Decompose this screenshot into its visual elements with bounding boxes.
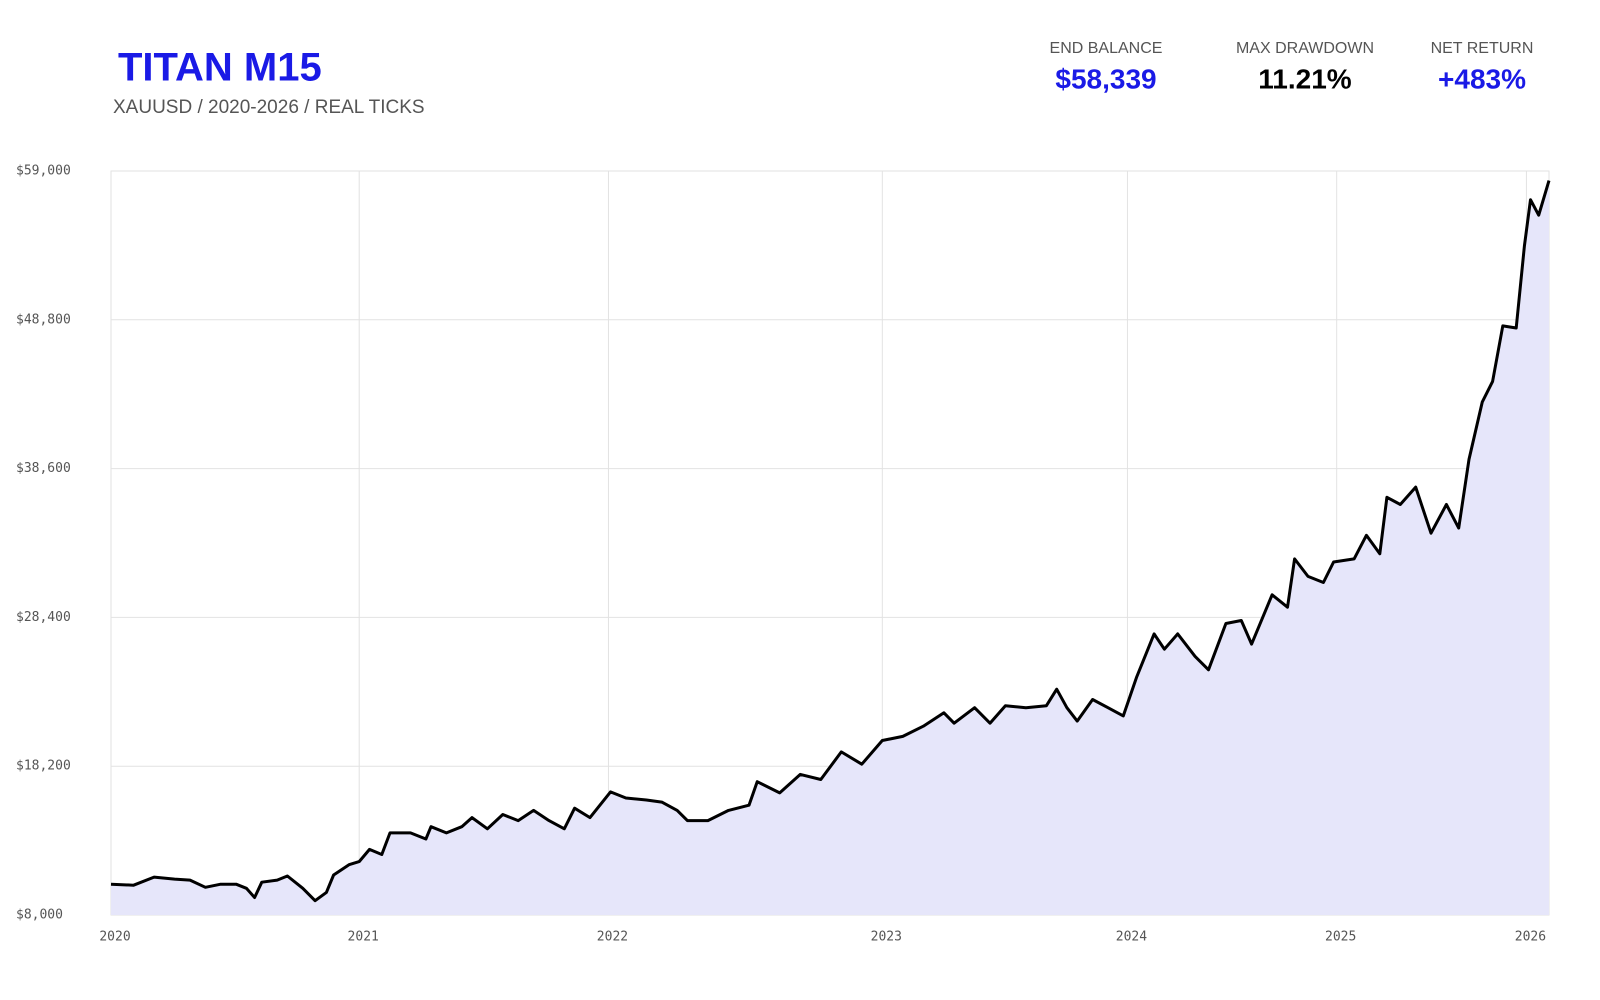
equity-line — [110, 180, 1551, 903]
title: TITAN M15 — [118, 46, 322, 90]
x-tick-label: 2024 — [1116, 930, 1147, 945]
y-tick-label: $18,200 — [16, 759, 71, 774]
stat-label: MAX DRAWDOWN — [1236, 40, 1374, 57]
y-tick-label: $59,000 — [16, 164, 71, 179]
x-tick-label: 2022 — [597, 930, 628, 945]
stats: END BALANCE $58,339 MAX DRAWDOWN 11.21% NET … — [1050, 40, 1534, 94]
x-tick-label: 2020 — [99, 930, 130, 945]
stat-value: 11.21% — [1258, 63, 1352, 94]
x-tick-label: 2026 — [1515, 930, 1546, 945]
equity-area — [111, 180, 1549, 916]
y-tick-label: $8,000 — [16, 908, 63, 923]
stat-value: +483% — [1438, 63, 1526, 94]
x-tick-label: 2021 — [348, 930, 379, 945]
x-tick-label: 2025 — [1325, 930, 1356, 945]
stat-value: $58,339 — [1055, 63, 1156, 94]
plot: $8,000 $18,200 $28,400 $38,600 $48,800 $59,00… — [16, 164, 1551, 945]
subtitle: XAUUSD / 2020-2026 / REAL TICKS — [113, 97, 425, 118]
x-tick-label: 2023 — [871, 930, 902, 945]
y-tick-label: $38,600 — [16, 461, 71, 476]
stat-label: END BALANCE — [1050, 40, 1163, 57]
y-tick-label: $28,400 — [16, 610, 71, 625]
y-tick-label: $48,800 — [16, 312, 71, 327]
stat-label: NET RETURN — [1431, 40, 1534, 57]
